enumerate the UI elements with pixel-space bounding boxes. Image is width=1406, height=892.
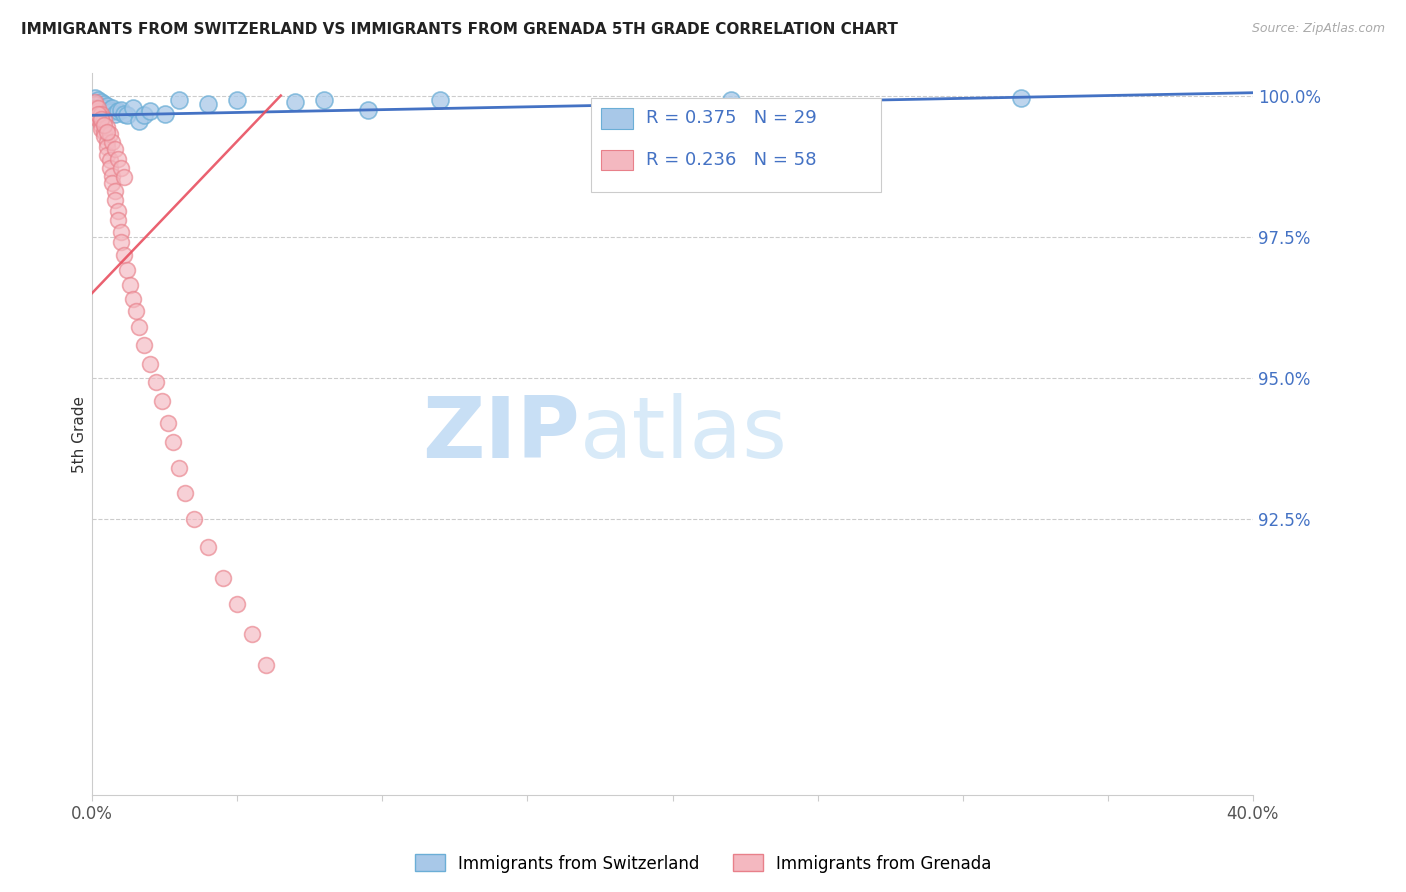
Point	[87, 112, 110, 127]
Point	[134, 338, 156, 352]
Point	[121, 101, 143, 115]
Point	[128, 114, 150, 128]
Point	[110, 103, 132, 117]
Point	[96, 98, 118, 112]
Point	[96, 125, 118, 139]
Point	[211, 571, 233, 585]
Point	[96, 140, 118, 154]
Point	[87, 108, 110, 122]
Point	[93, 125, 115, 139]
Point	[110, 235, 132, 250]
Point	[93, 129, 115, 144]
Point	[90, 95, 112, 110]
Point	[118, 277, 141, 292]
Point	[87, 93, 110, 107]
Point	[101, 169, 124, 183]
Point	[112, 247, 135, 261]
Point	[110, 161, 132, 175]
Text: Source: ZipAtlas.com: Source: ZipAtlas.com	[1251, 22, 1385, 36]
Point	[96, 148, 118, 162]
Point	[167, 461, 190, 475]
Point	[107, 212, 129, 227]
Point	[98, 153, 121, 168]
Point	[104, 185, 127, 199]
Text: IMMIGRANTS FROM SWITZERLAND VS IMMIGRANTS FROM GRENADA 5TH GRADE CORRELATION CHA: IMMIGRANTS FROM SWITZERLAND VS IMMIGRANT…	[21, 22, 898, 37]
Point	[284, 95, 307, 110]
Point	[84, 95, 107, 110]
Point	[112, 170, 135, 185]
Point	[98, 105, 121, 120]
Point	[90, 118, 112, 132]
Point	[93, 101, 115, 115]
Point	[93, 112, 115, 127]
Legend: Immigrants from Switzerland, Immigrants from Grenada: Immigrants from Switzerland, Immigrants …	[408, 847, 998, 880]
Point	[90, 106, 112, 120]
Point	[107, 152, 129, 166]
Point	[226, 93, 249, 107]
Point	[128, 319, 150, 334]
Point	[98, 127, 121, 141]
Text: atlas: atlas	[579, 392, 787, 475]
Text: R = 0.236   N = 58: R = 0.236 N = 58	[645, 152, 817, 169]
Point	[134, 108, 156, 122]
Point	[183, 511, 205, 525]
Point	[112, 106, 135, 120]
Point	[84, 101, 107, 115]
Point	[98, 103, 121, 117]
FancyBboxPatch shape	[592, 98, 882, 192]
Point	[93, 118, 115, 132]
FancyBboxPatch shape	[600, 150, 633, 170]
Point	[197, 540, 219, 554]
Point	[84, 97, 107, 112]
Point	[90, 114, 112, 128]
Point	[87, 101, 110, 115]
Point	[101, 135, 124, 149]
Point	[90, 122, 112, 136]
Point	[90, 112, 112, 127]
Point	[167, 93, 190, 107]
Point	[139, 104, 162, 119]
Point	[314, 93, 336, 107]
Point	[145, 375, 167, 389]
Point	[153, 106, 176, 120]
Point	[107, 204, 129, 219]
Point	[107, 104, 129, 119]
Point	[1010, 91, 1032, 105]
Point	[90, 100, 112, 114]
Point	[174, 486, 197, 500]
Point	[226, 598, 249, 612]
Point	[162, 435, 184, 450]
Point	[101, 101, 124, 115]
Point	[357, 103, 380, 117]
Point	[104, 193, 127, 207]
Point	[87, 106, 110, 120]
Point	[429, 93, 451, 107]
Point	[96, 135, 118, 149]
Point	[121, 292, 143, 306]
Point	[93, 97, 115, 112]
Point	[104, 142, 127, 156]
Y-axis label: 5th Grade: 5th Grade	[72, 395, 87, 473]
Text: ZIP: ZIP	[422, 392, 579, 475]
Point	[197, 97, 219, 112]
Point	[125, 304, 148, 318]
Point	[150, 394, 173, 409]
Point	[115, 108, 138, 122]
Point	[110, 225, 132, 239]
Point	[87, 104, 110, 119]
Text: R = 0.375   N = 29: R = 0.375 N = 29	[645, 110, 817, 128]
Point	[720, 93, 742, 107]
Point	[104, 106, 127, 120]
Point	[101, 176, 124, 190]
Point	[98, 161, 121, 175]
Point	[240, 627, 263, 641]
Point	[156, 416, 179, 430]
Point	[254, 658, 277, 673]
Point	[115, 263, 138, 277]
Point	[84, 91, 107, 105]
Point	[139, 357, 162, 371]
Point	[96, 120, 118, 134]
FancyBboxPatch shape	[600, 108, 633, 128]
